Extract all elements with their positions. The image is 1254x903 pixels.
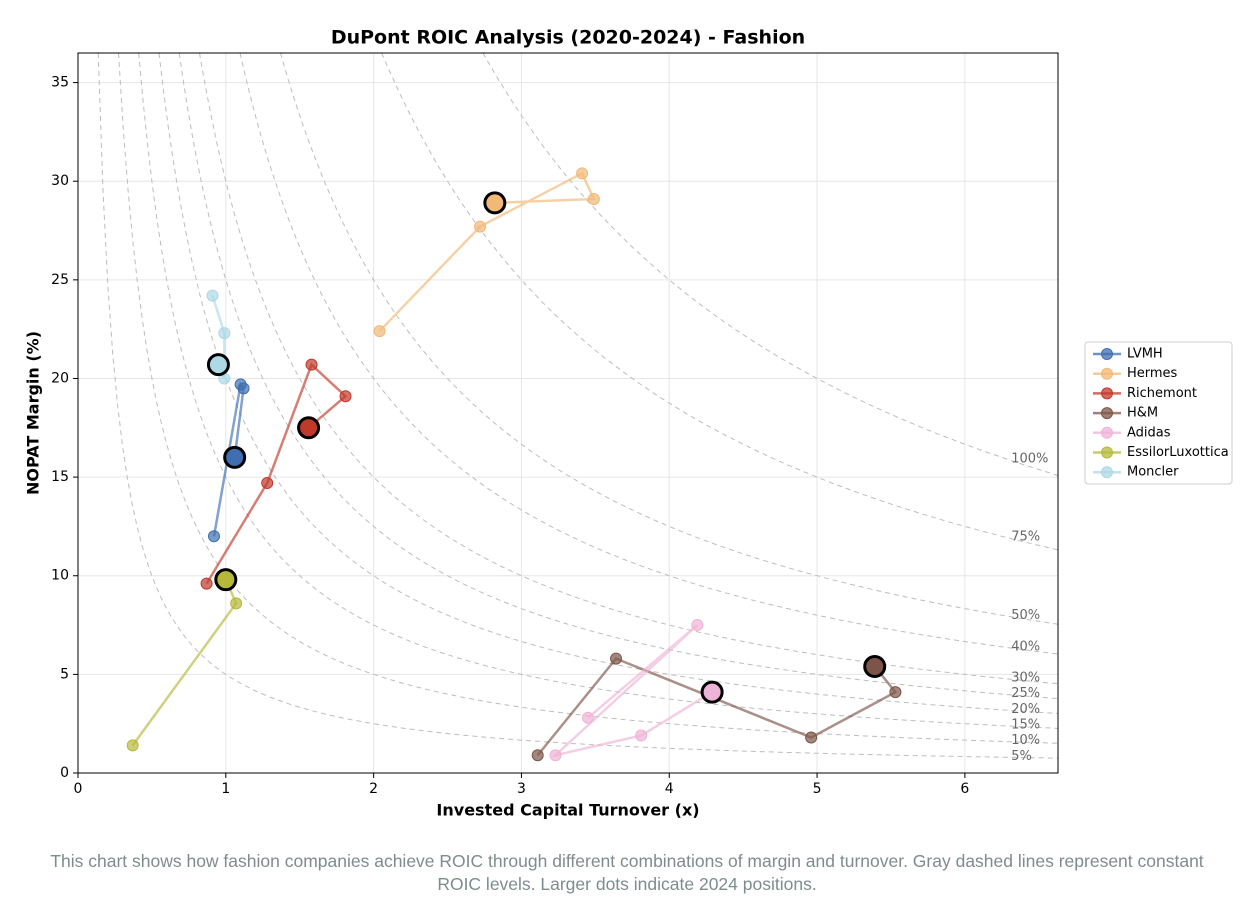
iso-roic-label: 100% — [1011, 451, 1048, 466]
point — [531, 749, 544, 762]
y-tick-label: 15 — [51, 469, 69, 485]
point — [305, 358, 318, 371]
series-path — [551, 624, 713, 758]
point — [207, 530, 220, 543]
legend-marker — [1101, 466, 1113, 479]
point — [587, 192, 600, 205]
legend-marker — [1101, 426, 1113, 439]
series-path — [536, 657, 898, 757]
iso-roic-line — [482, 53, 1058, 476]
y-tick-label: 35 — [51, 75, 69, 91]
point — [339, 390, 352, 403]
x-axis-label: Invested Capital Turnover (x) — [436, 801, 699, 820]
point — [126, 739, 139, 752]
y-tick-label: 10 — [51, 568, 69, 584]
legend-marker — [1101, 446, 1113, 459]
legend-marker — [1101, 387, 1113, 400]
latest-point — [297, 416, 321, 440]
x-tick-label: 3 — [517, 781, 526, 797]
latest-point — [863, 654, 887, 678]
iso-roic-line — [239, 53, 1058, 655]
legend-label: Hermes — [1127, 366, 1178, 381]
iso-roic-label: 20% — [1011, 702, 1040, 717]
iso-roic-label: 30% — [1011, 671, 1040, 686]
iso-roic-label: 10% — [1011, 733, 1040, 748]
iso-roic-line — [97, 53, 1058, 759]
x-tick-label: 2 — [369, 781, 378, 797]
point — [474, 220, 487, 233]
legend-marker — [1101, 407, 1113, 420]
iso-roic-label: 15% — [1011, 718, 1040, 733]
legend-label: Adidas — [1127, 425, 1171, 440]
iso-roic-line — [178, 53, 1058, 700]
latest-point — [206, 353, 230, 377]
point — [261, 477, 274, 490]
series-path — [131, 579, 238, 747]
legend-label: Moncler — [1127, 465, 1179, 480]
point — [889, 686, 902, 699]
y-tick-label: 0 — [60, 765, 69, 781]
iso-roic-line — [138, 53, 1058, 729]
x-tick-label: 0 — [74, 781, 83, 797]
point — [237, 382, 250, 395]
iso-roic-label: 25% — [1011, 686, 1040, 701]
legend-box — [1084, 341, 1233, 485]
iso-roic-line — [381, 53, 1058, 551]
caption: This chart shows how fashion companies a… — [50, 851, 1204, 894]
y-tick-label: 5 — [60, 666, 69, 682]
legend-label: EssilorLuxottica — [1127, 445, 1229, 460]
legend-marker — [1101, 367, 1113, 380]
point — [373, 325, 386, 338]
y-axis-label: NOPAT Margin (%) — [24, 331, 43, 495]
latest-point — [483, 191, 507, 215]
point — [691, 619, 704, 632]
iso-roic-label: 75% — [1011, 530, 1040, 545]
legend-marker — [1101, 348, 1113, 360]
legend-label: H&M — [1127, 406, 1158, 421]
iso-roic-label: 50% — [1011, 608, 1040, 623]
x-tick-label: 5 — [813, 781, 822, 797]
x-tick-label: 4 — [665, 781, 674, 797]
series-path — [205, 362, 348, 585]
latest-point — [223, 445, 247, 469]
point — [610, 652, 623, 665]
iso-roic-line — [118, 53, 1058, 744]
x-tick-label: 6 — [960, 781, 969, 797]
y-tick-label: 20 — [51, 370, 69, 386]
iso-roic-label: 40% — [1011, 639, 1040, 654]
iso-roic-line — [158, 53, 1058, 714]
legend-label: Richemont — [1127, 386, 1197, 401]
latest-point — [700, 680, 724, 704]
point — [581, 711, 594, 724]
iso-roic-label: 5% — [1011, 749, 1032, 764]
point — [230, 597, 243, 610]
y-tick-label: 30 — [51, 173, 69, 189]
point — [805, 731, 818, 744]
x-tick-label: 1 — [221, 781, 230, 797]
point — [576, 167, 589, 180]
plot-frame — [77, 52, 1059, 774]
legend-label: LVMH — [1127, 347, 1163, 362]
chart-title: DuPont ROIC Analysis (2020-2024) - Fashi… — [331, 27, 805, 49]
iso-roic-line — [199, 53, 1058, 685]
point — [206, 289, 219, 302]
point — [218, 327, 231, 340]
chart: DuPont ROIC Analysis (2020-2024) - Fashi… — [24, 27, 1233, 820]
point — [200, 577, 213, 590]
point — [635, 729, 648, 742]
point — [549, 749, 562, 762]
y-tick-label: 25 — [51, 272, 69, 288]
latest-point — [214, 568, 238, 592]
